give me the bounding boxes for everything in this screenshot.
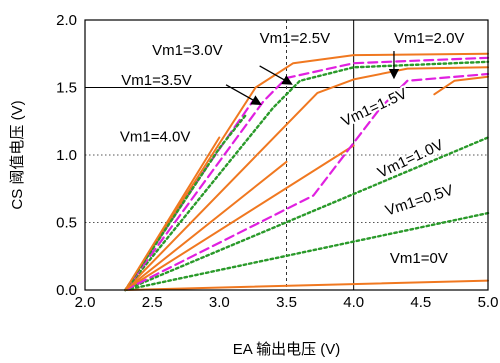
series-line [124, 66, 489, 291]
x-axis-label: EA 输出电压 (V) [233, 341, 341, 358]
series-label-halo: Vm1=2.0V [394, 30, 464, 47]
series-label: Vm1=3.0V [152, 42, 222, 59]
series-label-halo: Vm1=0V [390, 250, 448, 267]
series-line [124, 52, 489, 291]
series-label: Vm1=4.0V [120, 129, 190, 146]
series-line [124, 144, 355, 291]
series-label-halo: Vm1=3.0V [152, 42, 222, 59]
y-tick-labels: 0.0 0.5 1.0 1.5 2.0 [56, 12, 77, 299]
series-line [124, 160, 288, 291]
x-tick-label: 4.0 [343, 294, 364, 311]
x-tick-label: 2.5 [142, 294, 163, 311]
series-label-halo: Vm1=4.0V [120, 129, 190, 146]
series-line [124, 279, 489, 291]
y-tick-label: 2.0 [56, 12, 77, 29]
series-line [124, 211, 490, 292]
y-tick-label: 0.0 [56, 282, 77, 299]
y-tick-label: 1.0 [56, 147, 77, 164]
series-label: Vm1=1.5V [339, 85, 410, 130]
x-tick-label: 3.5 [276, 294, 297, 311]
x-tick-labels: 2.0 2.5 3.0 3.5 4.0 4.5 5.0 [75, 294, 499, 311]
y-tick-label: 1.5 [56, 80, 77, 97]
series-line [124, 113, 248, 292]
series-line [124, 136, 221, 291]
series-label-halo: Vm1=3.5V [121, 72, 191, 89]
series-line [433, 75, 489, 96]
series-line [124, 60, 490, 292]
series-line [124, 72, 490, 292]
series-lines [124, 52, 490, 292]
series-label-halo: Vm1=2.5V [260, 30, 330, 47]
grid [85, 20, 488, 290]
series-line [124, 136, 490, 292]
series-label: Vm1=0.5V [383, 182, 455, 220]
x-tick-label: 4.5 [410, 294, 431, 311]
series-label: Vm1=3.5V [121, 72, 191, 89]
annotation-arrow [225, 84, 262, 105]
series-label: Vm1=2.0V [394, 30, 464, 47]
annotation-arrow [259, 65, 293, 85]
x-tick-label: 5.0 [478, 294, 499, 311]
x-tick-label: 2.0 [75, 294, 96, 311]
series-label: Vm1=0V [390, 250, 448, 267]
annotation-arrows [225, 51, 400, 105]
x-tick-label: 3.0 [209, 294, 230, 311]
y-axis-label: CS 阈值电压 (V) [9, 100, 26, 209]
plot-frame [84, 19, 489, 291]
series-label: Vm1=2.5V [260, 30, 330, 47]
y-tick-label: 0.5 [56, 215, 77, 232]
